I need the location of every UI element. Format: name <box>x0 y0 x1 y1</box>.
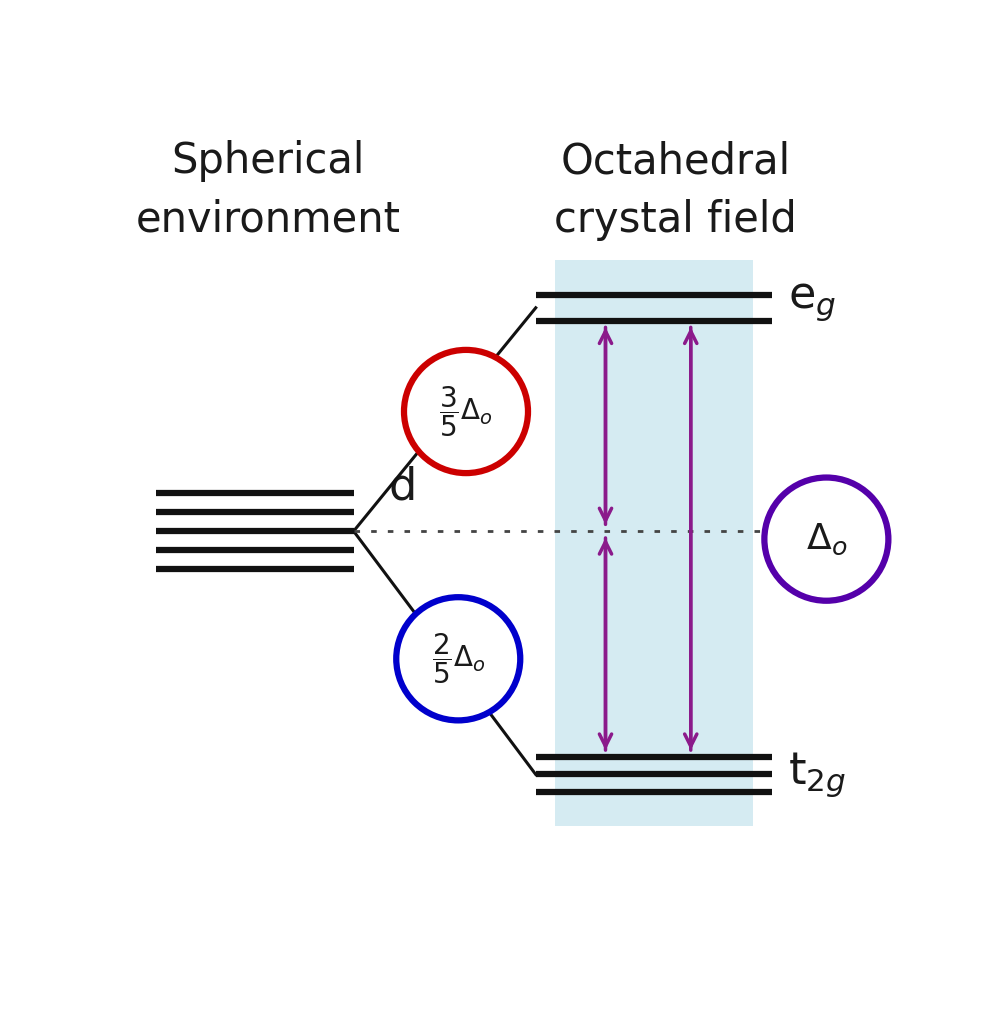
Text: d: d <box>388 466 417 509</box>
Bar <box>555 260 753 827</box>
Text: e$_g$: e$_g$ <box>788 280 836 323</box>
Ellipse shape <box>396 597 520 720</box>
Text: Octahedral
crystal field: Octahedral crystal field <box>554 140 797 240</box>
Text: $\dfrac{2}{5}\Delta_o$: $\dfrac{2}{5}\Delta_o$ <box>432 632 485 686</box>
Text: t$_{2g}$: t$_{2g}$ <box>788 750 846 799</box>
Text: $\dfrac{3}{5}\Delta_o$: $\dfrac{3}{5}\Delta_o$ <box>439 384 493 439</box>
Ellipse shape <box>404 350 528 473</box>
Ellipse shape <box>764 478 888 601</box>
Text: $\Delta_o$: $\Delta_o$ <box>806 521 847 556</box>
Text: Spherical
environment: Spherical environment <box>136 140 401 240</box>
